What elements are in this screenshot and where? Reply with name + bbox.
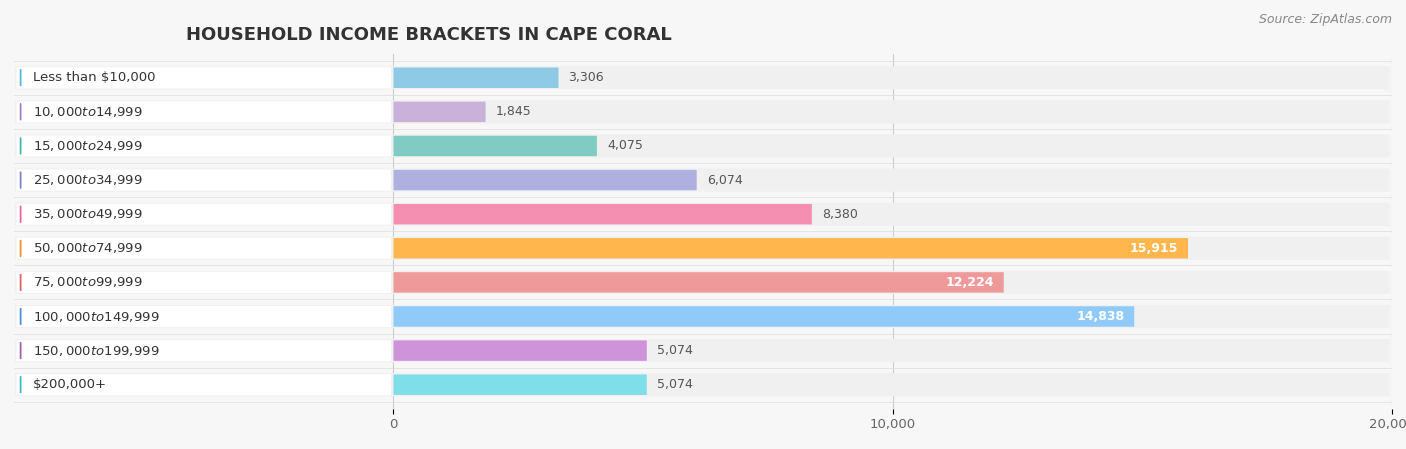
FancyBboxPatch shape xyxy=(17,306,391,327)
FancyBboxPatch shape xyxy=(15,271,1391,294)
FancyBboxPatch shape xyxy=(15,373,1391,396)
Text: $25,000 to $34,999: $25,000 to $34,999 xyxy=(32,173,142,187)
FancyBboxPatch shape xyxy=(15,237,1391,260)
FancyBboxPatch shape xyxy=(15,100,1391,123)
FancyBboxPatch shape xyxy=(394,272,1004,293)
FancyBboxPatch shape xyxy=(394,204,811,224)
FancyBboxPatch shape xyxy=(15,305,1391,328)
FancyBboxPatch shape xyxy=(15,202,1391,226)
FancyBboxPatch shape xyxy=(17,136,391,157)
FancyBboxPatch shape xyxy=(17,238,391,259)
FancyBboxPatch shape xyxy=(17,67,391,88)
FancyBboxPatch shape xyxy=(394,67,558,88)
FancyBboxPatch shape xyxy=(394,374,647,395)
FancyBboxPatch shape xyxy=(394,340,647,361)
Text: 6,074: 6,074 xyxy=(707,174,742,187)
Text: $15,000 to $24,999: $15,000 to $24,999 xyxy=(32,139,142,153)
FancyBboxPatch shape xyxy=(17,272,391,293)
Text: $100,000 to $149,999: $100,000 to $149,999 xyxy=(32,309,159,323)
FancyBboxPatch shape xyxy=(394,238,1188,259)
Text: 15,915: 15,915 xyxy=(1129,242,1178,255)
FancyBboxPatch shape xyxy=(15,66,1391,89)
FancyBboxPatch shape xyxy=(17,170,391,191)
Text: 12,224: 12,224 xyxy=(945,276,994,289)
Text: $35,000 to $49,999: $35,000 to $49,999 xyxy=(32,207,142,221)
Text: $150,000 to $199,999: $150,000 to $199,999 xyxy=(32,343,159,357)
FancyBboxPatch shape xyxy=(15,168,1391,192)
Text: 3,306: 3,306 xyxy=(568,71,605,84)
Text: $50,000 to $74,999: $50,000 to $74,999 xyxy=(32,241,142,255)
Text: 8,380: 8,380 xyxy=(823,208,858,220)
FancyBboxPatch shape xyxy=(394,170,697,190)
FancyBboxPatch shape xyxy=(15,134,1391,158)
Text: 14,838: 14,838 xyxy=(1076,310,1125,323)
Text: $200,000+: $200,000+ xyxy=(32,378,107,391)
Text: $10,000 to $14,999: $10,000 to $14,999 xyxy=(32,105,142,119)
Text: 5,074: 5,074 xyxy=(657,378,693,391)
Text: Source: ZipAtlas.com: Source: ZipAtlas.com xyxy=(1258,13,1392,26)
FancyBboxPatch shape xyxy=(17,374,391,395)
FancyBboxPatch shape xyxy=(17,340,391,361)
Text: HOUSEHOLD INCOME BRACKETS IN CAPE CORAL: HOUSEHOLD INCOME BRACKETS IN CAPE CORAL xyxy=(186,26,672,44)
FancyBboxPatch shape xyxy=(15,339,1391,362)
FancyBboxPatch shape xyxy=(394,101,485,122)
Text: $75,000 to $99,999: $75,000 to $99,999 xyxy=(32,275,142,290)
Text: 5,074: 5,074 xyxy=(657,344,693,357)
FancyBboxPatch shape xyxy=(394,306,1135,327)
FancyBboxPatch shape xyxy=(17,101,391,123)
Text: 1,845: 1,845 xyxy=(495,106,531,119)
FancyBboxPatch shape xyxy=(17,203,391,225)
FancyBboxPatch shape xyxy=(394,136,598,156)
Text: Less than $10,000: Less than $10,000 xyxy=(32,71,156,84)
Text: 4,075: 4,075 xyxy=(607,140,643,153)
